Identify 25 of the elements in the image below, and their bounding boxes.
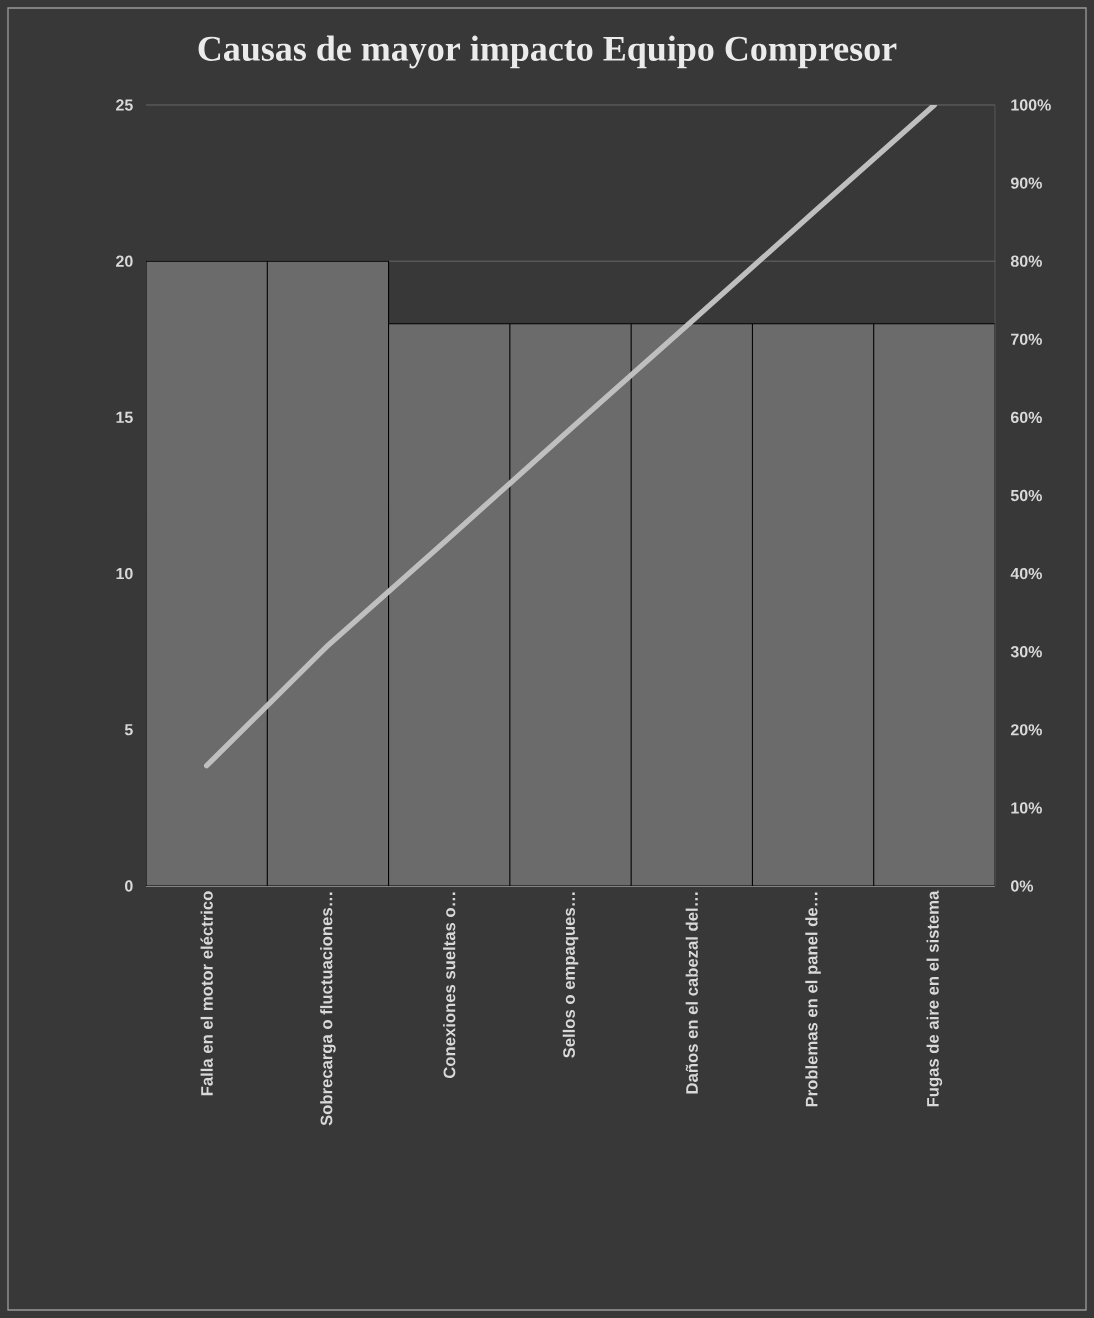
x-tick-label: Conexiones sueltas o… bbox=[443, 892, 456, 1079]
y2-tick-label: 10% bbox=[1011, 802, 1042, 814]
x-tick-label: Sellos o empaques… bbox=[562, 892, 579, 1058]
y-tick-label: 0 bbox=[125, 880, 133, 892]
x-tick-label: Daños en el cabezal del… bbox=[685, 892, 698, 1094]
y2-tick-label: 100% bbox=[1011, 99, 1051, 111]
y-tick-label: 15 bbox=[116, 411, 133, 423]
y2-tick-label: 30% bbox=[1010, 646, 1042, 658]
y2-tick-label: 90% bbox=[1010, 177, 1042, 189]
x-tick-label: Falla en el motor eléctrico bbox=[200, 891, 213, 1096]
y2-tick-label: 0% bbox=[1011, 880, 1034, 892]
y2-tick-label: 70% bbox=[1011, 333, 1042, 345]
y-tick-label: 25 bbox=[116, 99, 133, 111]
y-tick-label: 5 bbox=[124, 724, 133, 736]
x-tick-label: Sobrecarga o fluctuaciones… bbox=[320, 892, 336, 1126]
x-tick-label: Problemas en el panel de… bbox=[805, 892, 821, 1107]
x-tick-label: Fugas de aire en el sistema bbox=[926, 890, 943, 1107]
chart-title: Causas de mayor impacto Equipo Compresor bbox=[198, 35, 897, 69]
y2-tick-label: 60% bbox=[1010, 411, 1042, 424]
y2-tick-label: 20% bbox=[1010, 724, 1042, 736]
y-tick-label: 20 bbox=[116, 255, 133, 267]
y2-tick-label: 40% bbox=[1010, 567, 1042, 580]
y2-tick-label: 50% bbox=[1010, 489, 1042, 502]
y-tick-label: 10 bbox=[116, 567, 133, 580]
y2-tick-label: 80% bbox=[1010, 255, 1042, 267]
